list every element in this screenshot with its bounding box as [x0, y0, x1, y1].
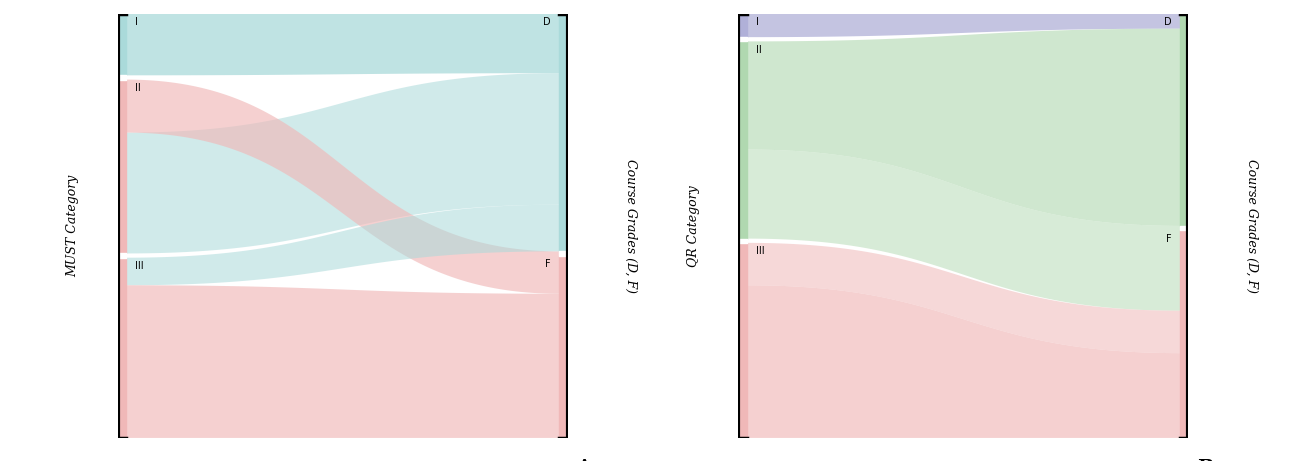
Polygon shape [125, 205, 559, 285]
Text: Course Grades (D, F): Course Grades (D, F) [624, 159, 637, 293]
Polygon shape [125, 285, 559, 438]
Bar [118, 14, 125, 75]
Polygon shape [747, 243, 1181, 353]
Polygon shape [747, 14, 1181, 37]
Bar [118, 80, 125, 254]
Bar [559, 255, 568, 438]
Text: B: B [1198, 459, 1215, 461]
Text: F: F [1166, 234, 1171, 243]
Polygon shape [125, 14, 559, 75]
Text: II: II [756, 45, 761, 55]
Text: D: D [543, 17, 550, 27]
Text: III: III [756, 246, 764, 256]
Text: II: II [135, 83, 140, 93]
Text: A: A [576, 459, 592, 461]
Bar [118, 258, 125, 438]
Text: Course Grades (D, F): Course Grades (D, F) [1245, 159, 1258, 293]
Text: MUST Category: MUST Category [67, 175, 80, 277]
Text: I: I [135, 17, 137, 27]
Polygon shape [747, 29, 1181, 226]
Text: III: III [135, 261, 144, 271]
Bar [1181, 230, 1188, 438]
Bar [738, 243, 747, 438]
Bar [1181, 14, 1188, 226]
Text: QR Category: QR Category [687, 185, 700, 267]
Polygon shape [747, 285, 1181, 438]
Polygon shape [125, 73, 559, 254]
Polygon shape [125, 80, 559, 294]
Text: F: F [545, 259, 550, 269]
Bar [738, 14, 747, 37]
Bar [738, 41, 747, 239]
Polygon shape [747, 149, 1181, 311]
Text: I: I [756, 17, 759, 27]
Text: D: D [1164, 17, 1171, 27]
Bar [559, 14, 568, 251]
